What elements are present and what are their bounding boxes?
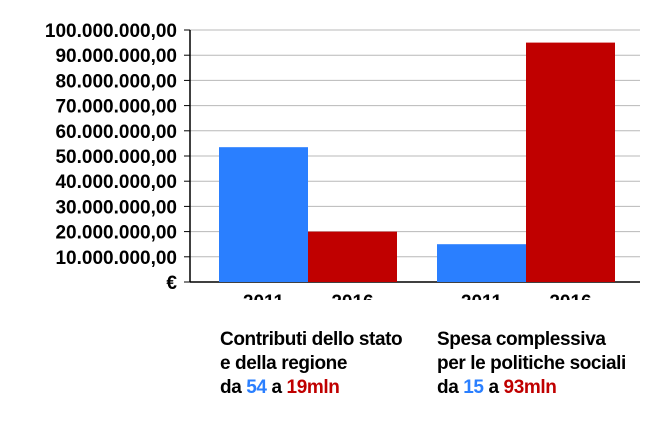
caption-group-2: Spesa complessiva per le politiche socia… [437,328,626,400]
caption-2-to-value: 93mln [503,377,557,398]
caption-2-middle: a [483,377,504,398]
category-label-group2-2016: 2016 [549,292,591,300]
caption-2-line2: per le politiche sociali [437,353,626,374]
caption-1-line2: e della regione [220,353,348,374]
y-tick-label: 80.000.000,00 [55,71,177,92]
caption-1-line1: Contributi dello stato [220,329,403,350]
caption-1-middle: a [266,377,287,398]
y-tick-label: 60.000.000,00 [55,122,177,143]
y-tick-label: 40.000.000,00 [55,172,177,193]
caption-2-prefix: da [437,377,464,398]
y-tick-label: 10.000.000,00 [55,248,177,269]
bars [219,42,615,282]
y-tick-label: 20.000.000,00 [55,223,177,244]
y-tick-label: 100.000.000,00 [45,21,177,42]
category-label-group2-2011: 2011 [461,292,503,300]
caption-1-to-value: 19mln [286,377,340,398]
caption-group-1: Contributi dello stato e della regione d… [220,328,403,400]
bar-group1-2016 [308,231,397,282]
caption-1-from-value: 54 [246,377,267,398]
y-tick-label: 50.000.000,00 [55,147,177,168]
y-axis-tick-labels: €10.000.000,00 20.000.000,00 30.000.000,00… [45,21,178,294]
bar-group2-2011 [437,244,526,282]
caption-2-line3: da 15 a 93mln [437,376,626,400]
x-axis-category-labels: 2011 2016 2011 2016 [243,292,592,300]
y-tick-label: 70.000.000,00 [55,97,177,118]
y-tick-label: 30.000.000,00 [55,197,177,218]
category-label-group1-2011: 2011 [243,292,285,300]
caption-2-line1: Spesa complessiva [437,329,606,350]
caption-1-prefix: da [220,377,247,398]
category-label-group1-2016: 2016 [331,292,373,300]
bar-group2-2016 [526,42,615,282]
caption-2-from-value: 15 [463,377,484,398]
bar-chart: €10.000.000,00 20.000.000,00 30.000.000,00… [45,21,640,300]
y-tick-label: € [166,273,177,294]
caption-1-line3: da 54 a 19mln [220,376,402,400]
y-tick-label: 90.000.000,00 [55,46,177,67]
bar-group1-2011 [219,147,308,282]
